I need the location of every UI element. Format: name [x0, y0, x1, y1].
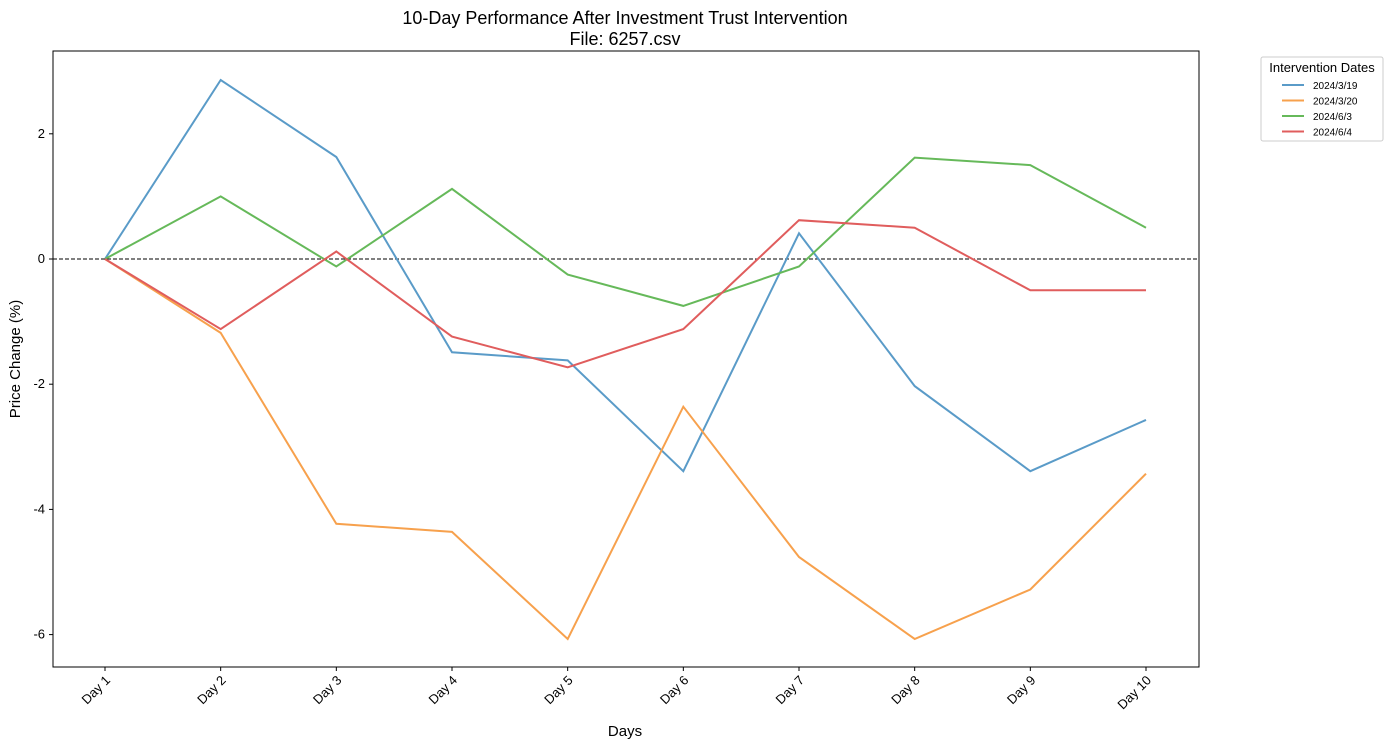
y-tick-label: -6 — [33, 627, 45, 642]
x-tick-label: Day 8 — [888, 673, 923, 708]
x-tick-label: Day 9 — [1004, 673, 1039, 708]
legend-label: 2024/6/4 — [1313, 128, 1352, 139]
series-line-2024-3-19 — [104, 78, 1147, 473]
x-tick-label: Day 2 — [194, 673, 229, 708]
x-axis-label: Days — [608, 723, 642, 740]
y-tick-label: 0 — [38, 251, 45, 266]
series-group — [104, 78, 1147, 641]
x-tick-label: Day 4 — [425, 673, 460, 708]
x-tick-label: Day 3 — [310, 673, 345, 708]
series-line-2024-3-20 — [104, 258, 1147, 641]
legend-label: 2024/3/20 — [1313, 97, 1358, 108]
legend: Intervention Dates 2024/3/19 2024/3/20 202… — [1260, 56, 1384, 142]
chart-title: 10-Day Performance After Investment Trus… — [402, 8, 847, 28]
chart-subtitle: File: 6257.csv — [569, 29, 680, 49]
x-tick-label: Day 7 — [772, 673, 807, 708]
x-tick-label: Day 6 — [657, 673, 692, 708]
legend-box — [1260, 56, 1384, 142]
y-tick-label: -2 — [33, 376, 45, 391]
series-line-2024-6-4 — [104, 219, 1146, 369]
x-axis: Day 1 Day 2 Day 3 Day 4 Day 5 Day 6 Day 7 Day 8… — [78, 667, 1154, 712]
x-tick-label: Day 5 — [541, 673, 576, 708]
plot-area — [52, 50, 1200, 668]
y-tick-label: -4 — [33, 501, 45, 516]
series-line-2024-6-3 — [104, 156, 1147, 307]
y-axis: 2 0 -2 -4 -6 — [33, 126, 53, 642]
legend-label: 2024/6/3 — [1313, 112, 1352, 123]
x-tick-label: Day 10 — [1114, 673, 1154, 713]
legend-title: Intervention Dates — [1269, 60, 1375, 75]
y-axis-label: Price Change (%) — [7, 300, 24, 418]
x-tick-label: Day 1 — [78, 673, 113, 708]
y-tick-label: 2 — [38, 126, 45, 141]
legend-label: 2024/3/19 — [1313, 81, 1358, 92]
